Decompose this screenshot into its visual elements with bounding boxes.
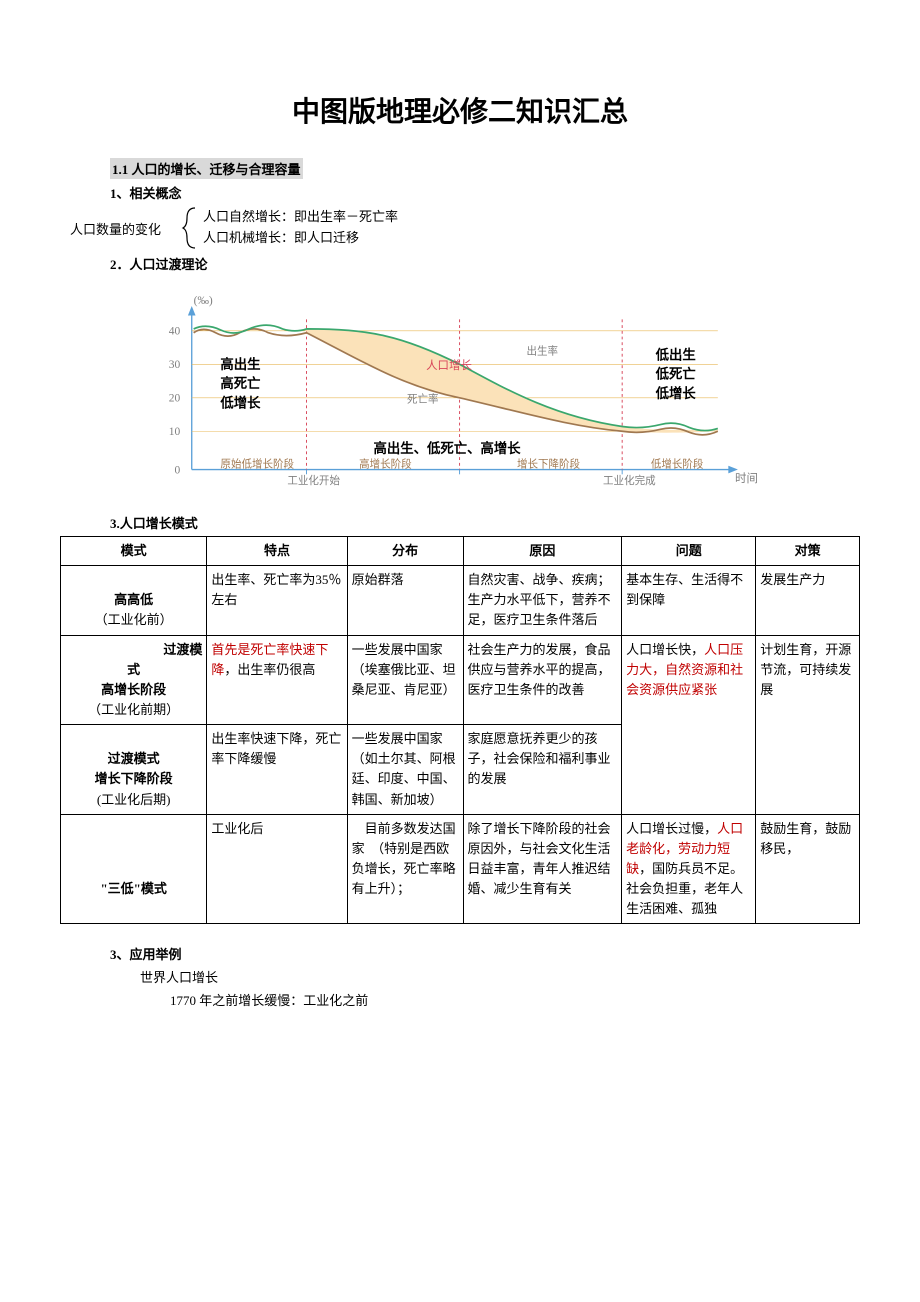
svg-text:出生率: 出生率: [527, 345, 559, 358]
cell-problem: 人口增长快，人口压力大，自然资源和社会资源供应紧张: [622, 635, 756, 814]
cell-dist: 一些发展中国家（埃塞俄比亚、坦桑尼亚、肯尼亚）: [347, 635, 463, 725]
svg-text:高出生、低死亡、高增长: 高出生、低死亡、高增长: [373, 440, 521, 456]
cell-dist: 一些发展中国家（如土尔其、阿根廷、印度、中国、韩国、新加坡）: [347, 725, 463, 815]
svg-text:高死亡: 高死亡: [220, 375, 260, 391]
cell-reason: 除了增长下降阶段的社会原因外，与社会文化生活日益丰富，青年人推迟结婚、减少生育有…: [463, 814, 622, 924]
cell-feature: 出生率快速下降，死亡率下降缓慢: [207, 725, 347, 815]
svg-text:低增长阶段: 低增长阶段: [651, 458, 704, 471]
th-solution: 对策: [756, 537, 860, 566]
concept-line-1: 人口自然增长：即出生率－死亡率: [203, 207, 398, 228]
page-title: 中图版地理必修二知识汇总: [60, 90, 860, 130]
svg-text:高出生: 高出生: [220, 356, 260, 372]
th-feature: 特点: [207, 537, 347, 566]
sub1-label: 1、相关概念: [110, 183, 860, 202]
th-model: 模式: [61, 537, 207, 566]
cell-reason: 家庭愿意抚养更少的孩子，社会保险和福利事业的发展: [463, 725, 622, 815]
sub3-label: 3.人口增长模式: [110, 513, 860, 532]
sub2-label: 2．人口过渡理论: [110, 254, 860, 273]
sub4-label: 3、应用举例: [110, 944, 860, 963]
cell-solution: 计划生育，开源节流，可持续发展: [756, 635, 860, 814]
svg-text:30: 30: [169, 359, 181, 371]
cell-feature: 首先是死亡率快速下降，出生率仍很高: [207, 635, 347, 725]
cell-feature: 出生率、死亡率为35％左右: [207, 566, 347, 635]
concepts-row: 人口数量的变化 人口自然增长：即出生率－死亡率 人口机械增长：即人口迁移: [70, 206, 860, 250]
table-body: 高高低（工业化前）出生率、死亡率为35％左右原始群落自然灾害、战争、疾病；生产力…: [61, 566, 860, 924]
svg-text:低增长: 低增长: [219, 394, 261, 410]
cell-model: "三低"模式: [61, 814, 207, 924]
cell-problem: 基本生存、生活得不到保障: [622, 566, 756, 635]
y-unit: (‰): [194, 295, 213, 307]
table-row: 过渡模式高增长阶段（工业化前期）首先是死亡率快速下降，出生率仍很高一些发展中国家…: [61, 635, 860, 725]
svg-text:低增长: 低增长: [655, 385, 697, 401]
svg-text:低死亡: 低死亡: [655, 366, 696, 382]
cell-solution: 鼓励生育，鼓励移民，: [756, 814, 860, 924]
cell-dist: 原始群落: [347, 566, 463, 635]
th-reason: 原因: [463, 537, 622, 566]
th-problem: 问题: [622, 537, 756, 566]
cell-solution: 发展生产力: [756, 566, 860, 635]
concepts-left-label: 人口数量的变化: [70, 219, 161, 238]
svg-text:工业化完成: 工业化完成: [603, 474, 656, 487]
cell-reason: 自然灾害、战争、疾病；生产力水平低下，营养不足，医疗卫生条件落后: [463, 566, 622, 635]
left-brace-icon: [181, 206, 199, 250]
svg-text:工业化开始: 工业化开始: [287, 474, 340, 487]
table-header-row: 模式 特点 分布 原因 问题 对策: [61, 537, 860, 566]
cell-model: 过渡模式高增长阶段（工业化前期）: [61, 635, 207, 725]
brace-group: 人口自然增长：即出生率－死亡率 人口机械增长：即人口迁移: [181, 206, 398, 250]
svg-text:40: 40: [169, 326, 181, 338]
svg-text:增长下降阶段: 增长下降阶段: [517, 458, 581, 471]
table-row: "三低"模式工业化后 目前多数发达国家 （特别是西欧负增长，死亡率略有上升）；除…: [61, 814, 860, 924]
table-row: 高高低（工业化前）出生率、死亡率为35％左右原始群落自然灾害、战争、疾病；生产力…: [61, 566, 860, 635]
concept-line-2: 人口机械增长：即人口迁移: [203, 228, 398, 249]
cell-feature: 工业化后: [207, 814, 347, 924]
x-axis-label: 时间: [735, 472, 758, 485]
svg-text:高增长阶段: 高增长阶段: [359, 458, 412, 471]
th-dist: 分布: [347, 537, 463, 566]
svg-text:20: 20: [169, 393, 181, 405]
cell-reason: 社会生产力的发展，食品供应与营养水平的提高，医疗卫生条件的改善: [463, 635, 622, 725]
growth-model-table: 模式 特点 分布 原因 问题 对策 高高低（工业化前）出生率、死亡率为35％左右…: [60, 536, 860, 924]
cell-model: 过渡模式增长下降阶段(工业化后期): [61, 725, 207, 815]
svg-text:0: 0: [175, 464, 181, 476]
cell-model: 高高低（工业化前）: [61, 566, 207, 635]
section-heading-1-1: 1.1 人口的增长、迁移与合理容量: [110, 158, 303, 179]
cell-dist: 目前多数发达国家 （特别是西欧负增长，死亡率略有上升）；: [347, 814, 463, 924]
svg-text:10: 10: [169, 426, 181, 438]
app-line-1: 世界人口增长: [140, 967, 860, 986]
demographic-transition-chart: (‰) 时间 0 10 20 30 40 原始低增长阶段 高增长阶段 增长下降阶…: [130, 283, 860, 503]
svg-text:低出生: 低出生: [655, 347, 696, 363]
svg-text:人口增长: 人口增长: [426, 358, 472, 372]
svg-text:死亡率: 死亡率: [407, 393, 439, 406]
svg-text:原始低增长阶段: 原始低增长阶段: [220, 458, 294, 471]
app-line-2: 1770 年之前增长缓慢：工业化之前: [170, 990, 860, 1009]
cell-problem: 人口增长过慢，人口老龄化，劳动力短缺，国防兵员不足。社会负担重，老年人生活困难、…: [622, 814, 756, 924]
